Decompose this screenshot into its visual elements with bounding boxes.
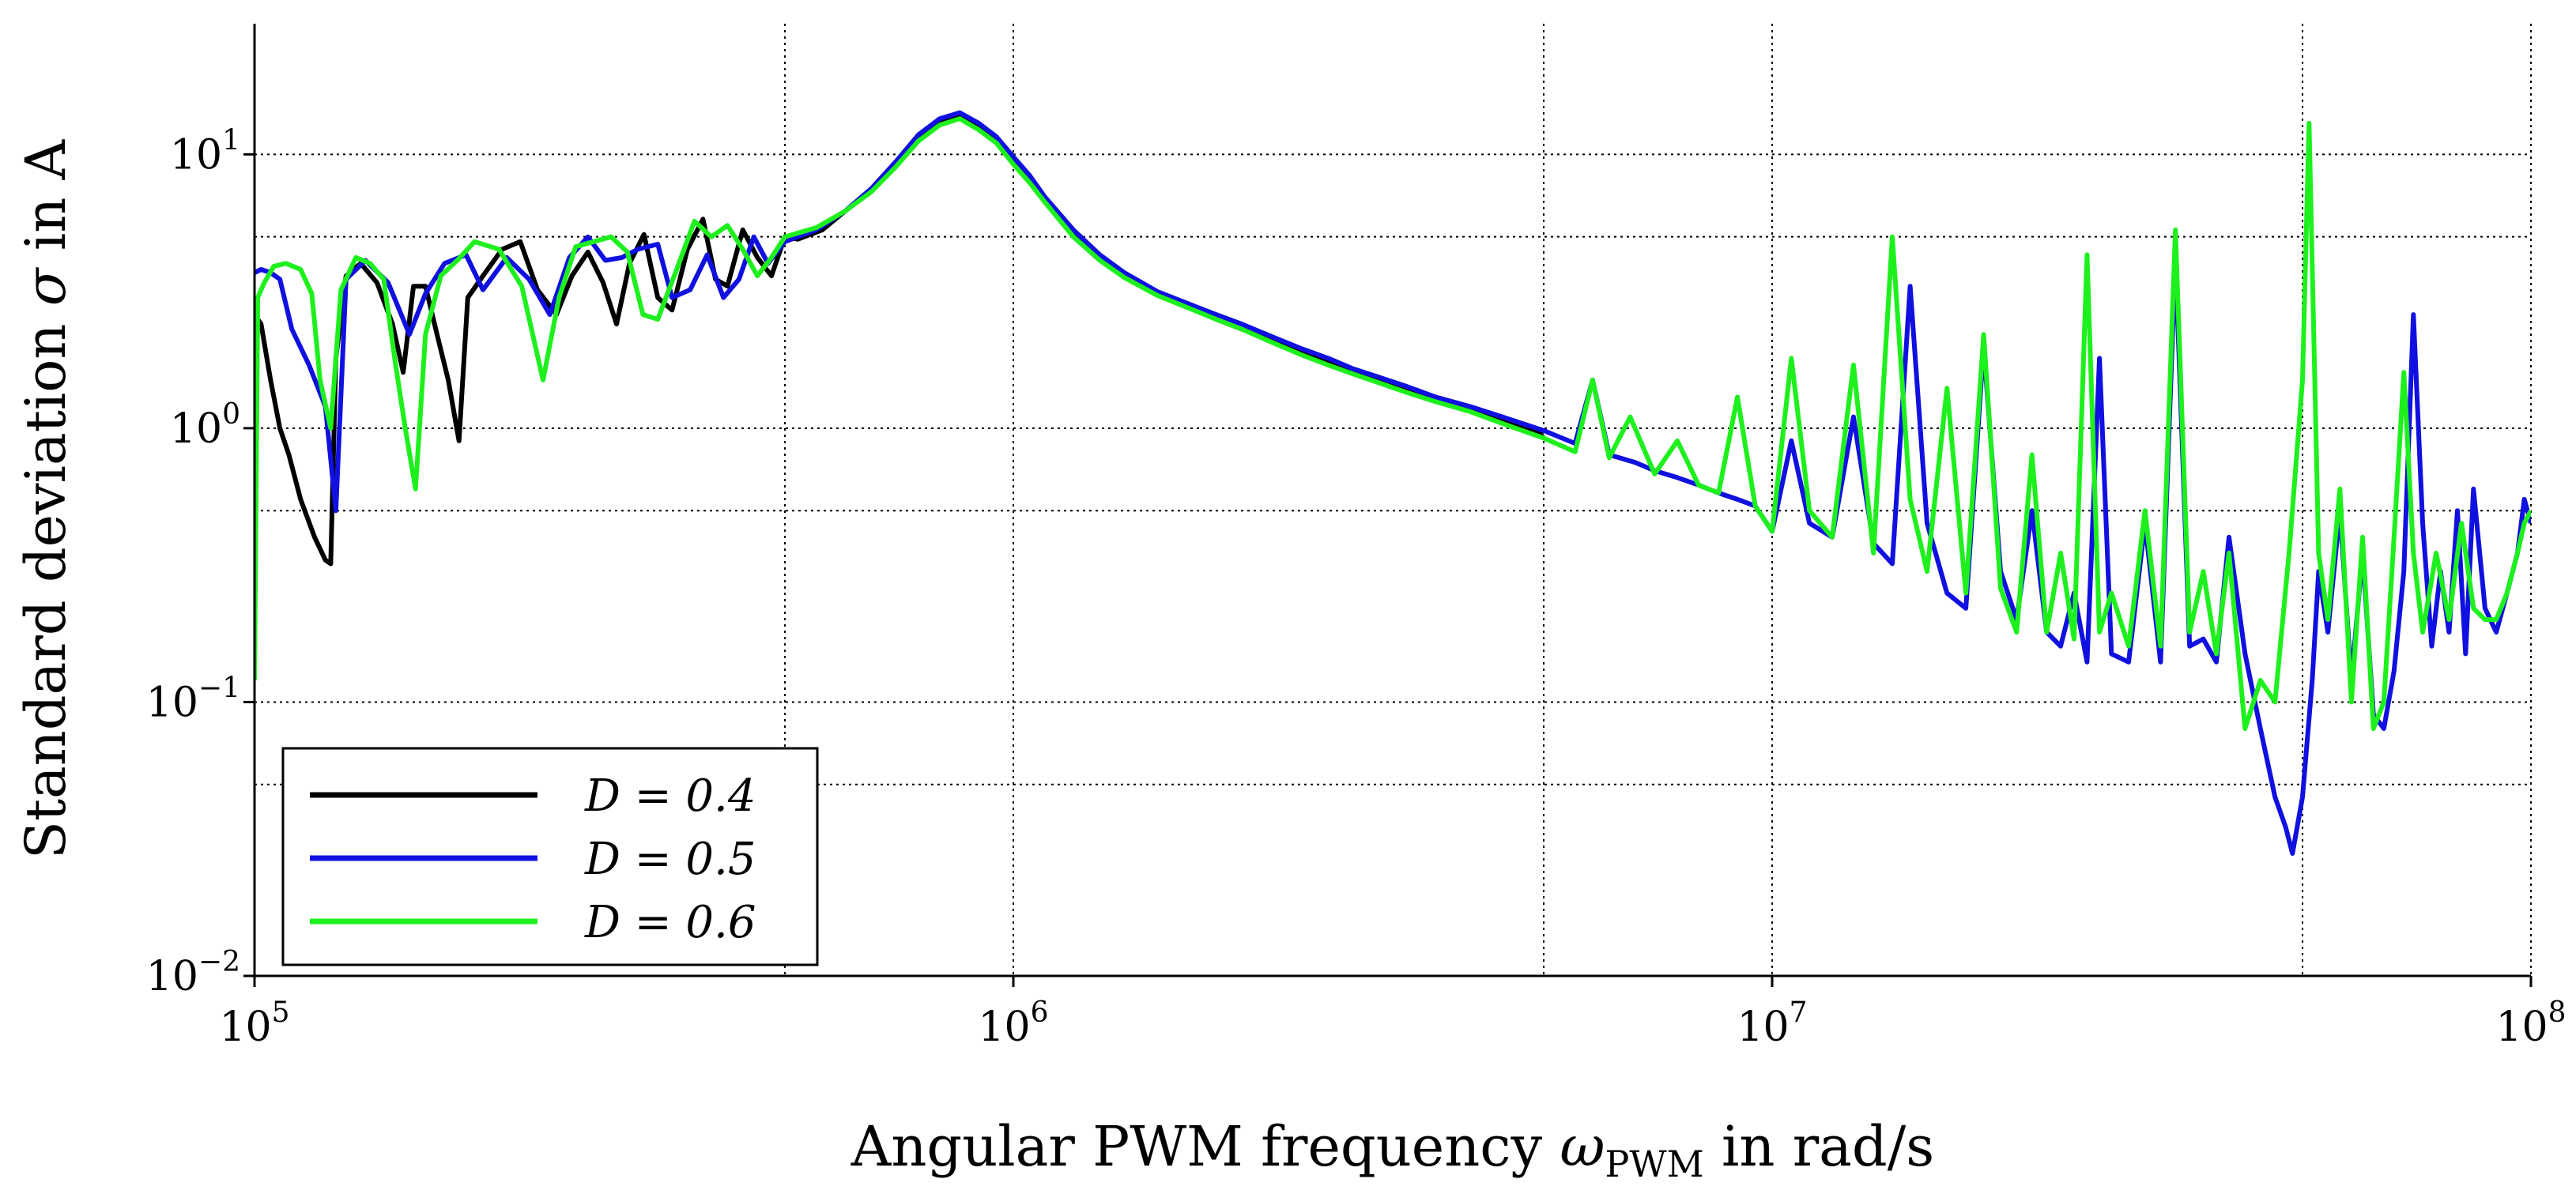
legend-label-2: D = 0.5 [584, 834, 756, 885]
x-tick-label: 106 [978, 996, 1048, 1051]
x-tick-label: 107 [1737, 996, 1807, 1051]
x-tick-base: 10 [219, 1004, 271, 1051]
legend: D = 0.4 D = 0.5 D = 0.6 [281, 747, 819, 966]
y-axis-title-after: in A [13, 138, 78, 268]
y-tick-exponent: 0 [222, 398, 240, 431]
grid [255, 24, 2532, 976]
x-tick-base: 10 [2495, 1004, 2548, 1051]
y-axis-title: Standard deviation σ in A [13, 138, 78, 859]
y-tick-label: 100 [170, 398, 240, 453]
y-axis-title-before: Standard deviation [13, 306, 78, 859]
x-axis-title-after: in rad/s [1704, 1114, 1934, 1179]
x-tick-base: 10 [1737, 1004, 1789, 1051]
legend-label-3: D = 0.6 [584, 897, 756, 948]
y-tick-exponent: 1 [222, 124, 240, 156]
y-tick-exponent: −2 [198, 946, 240, 978]
y-tick-exponent: −1 [198, 672, 240, 704]
x-tick-label: 108 [2495, 996, 2566, 1051]
series-group [255, 110, 2531, 856]
legend-label-1: D = 0.4 [584, 770, 756, 822]
x-tick-exponent: 6 [1031, 996, 1049, 1029]
y-tick-label: 10−1 [146, 672, 240, 726]
y-tick-base: 10 [170, 405, 222, 453]
y-tick-base: 10 [170, 131, 222, 179]
y-tick-base: 10 [146, 679, 198, 726]
x-tick-base: 10 [978, 1004, 1030, 1051]
x-tick-exponent: 7 [1790, 996, 1808, 1029]
y-tick-base: 10 [146, 953, 198, 1000]
x-tick-label: 105 [219, 996, 289, 1051]
x-axis-title: Angular PWM frequency ωPWM in rad/s [850, 1114, 1934, 1185]
x-tick-exponent: 5 [272, 996, 290, 1029]
y-tick-label: 10−2 [146, 946, 240, 1000]
x-tick-exponent: 8 [2548, 996, 2567, 1029]
x-axis-title-symbol: ω [1560, 1114, 1605, 1179]
y-tick-label: 101 [170, 124, 240, 179]
x-axis-title-subscript: PWM [1605, 1143, 1703, 1185]
y-axis-title-symbol: σ [13, 266, 78, 306]
series-line-3 [255, 116, 2531, 731]
x-axis-title-before: Angular PWM frequency [850, 1114, 1560, 1179]
